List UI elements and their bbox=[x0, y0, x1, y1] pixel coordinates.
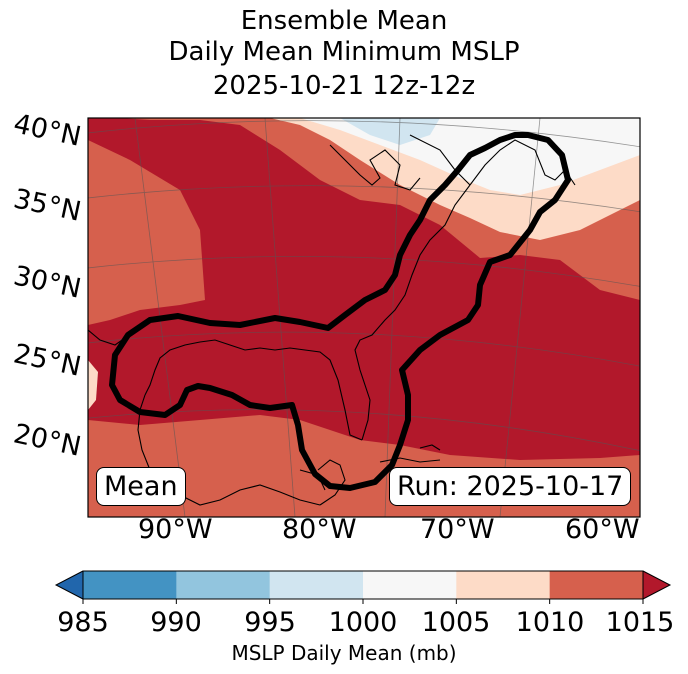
title-line-3: 2025-10-21 12z-12z bbox=[212, 71, 476, 101]
colorbar-tick-1010: 1010 bbox=[515, 607, 585, 638]
colorbar-tick-985: 985 bbox=[57, 607, 109, 638]
colorbar-tick-1015: 1015 bbox=[605, 607, 675, 638]
field-995-1000 bbox=[340, 118, 440, 145]
colorbar-cell-995-1000 bbox=[269, 571, 364, 599]
colorbar-tick-1000: 1000 bbox=[328, 607, 398, 638]
lon-label-60: 60°W bbox=[565, 514, 640, 545]
colorbar-tick-990: 990 bbox=[150, 607, 202, 638]
highlight-contour bbox=[109, 132, 571, 491]
mean-tag: Mean bbox=[96, 467, 186, 506]
lon-label-90: 90°W bbox=[138, 514, 213, 545]
title-line-1: Ensemble Mean bbox=[240, 6, 448, 36]
map-frame bbox=[87, 117, 641, 518]
colorbar bbox=[54, 570, 672, 604]
field-1005-1010-west bbox=[88, 360, 98, 410]
title-line-2: Daily Mean Minimum MSLP bbox=[168, 37, 520, 67]
lon-label-70: 70°W bbox=[420, 514, 495, 545]
colorbar-cell-1010-1015 bbox=[549, 571, 644, 599]
colorbar-tick-995: 995 bbox=[244, 607, 296, 638]
colorbar-label: MSLP Daily Mean (mb) bbox=[231, 641, 457, 665]
map-area bbox=[88, 118, 640, 517]
colorbar-over-arrow bbox=[643, 571, 670, 599]
colorbar-cell-990-995 bbox=[176, 571, 271, 599]
colorbar-cell-1005-1010 bbox=[456, 571, 551, 599]
lon-label-80: 80°W bbox=[282, 514, 357, 545]
colorbar-cell-1000-1005 bbox=[363, 571, 457, 599]
colorbar-cell-985-990 bbox=[83, 571, 177, 599]
field-1010-1015-west bbox=[88, 140, 205, 325]
coastlines bbox=[88, 134, 576, 506]
colorbar-tick-1005: 1005 bbox=[421, 607, 491, 638]
colorbar-under-arrow bbox=[56, 571, 83, 599]
graticule bbox=[88, 118, 640, 517]
run-date-tag: Run: 2025-10-17 bbox=[389, 467, 632, 506]
